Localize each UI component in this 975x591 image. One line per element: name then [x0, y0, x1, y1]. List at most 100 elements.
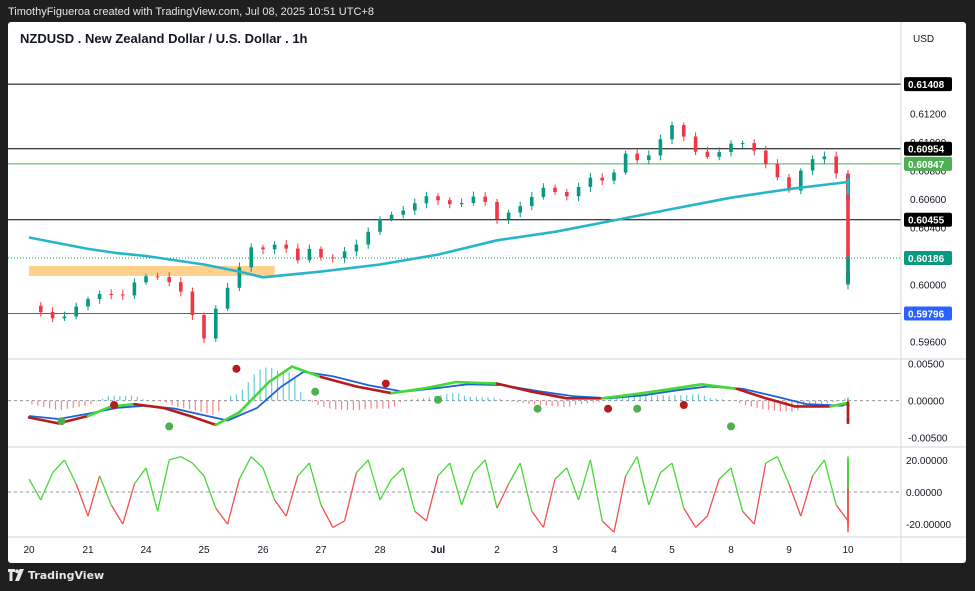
oscillator-wave-segment	[133, 402, 165, 410]
candle-body	[459, 203, 464, 205]
lower-oscillator-segment	[52, 459, 65, 474]
oscillator-wave-segment	[191, 415, 218, 427]
chart-panel[interactable]: 0.612000.610000.608000.606000.604000.602…	[8, 22, 966, 563]
candle-body	[366, 231, 370, 245]
moving-average-line	[28, 177, 850, 279]
attribution-bar: TimothyFigueroa created with TradingView…	[0, 0, 975, 22]
price-tick-label: 0.60000	[910, 280, 947, 291]
lower-oscillator-segment	[98, 475, 112, 506]
lower-oscillator-segment	[414, 510, 427, 522]
lower-oscillator-segment	[391, 467, 404, 480]
support-zone-layer	[29, 265, 275, 276]
candle-body	[682, 125, 686, 137]
lower-oscillator-segment	[812, 459, 825, 477]
lower-oscillator-segment	[379, 478, 393, 501]
price-tick-label: 0.59600	[910, 337, 947, 348]
tradingview-logo-icon	[8, 569, 24, 581]
lower-oscillator-segment	[659, 462, 673, 474]
candle-body	[752, 143, 756, 151]
lower-oscillator-segment	[262, 467, 276, 501]
candle-body	[506, 212, 511, 219]
lower-oscillator-tick-label: 20.00000	[906, 456, 948, 467]
candle-body	[705, 151, 710, 157]
chart-canvas[interactable]: 0.612000.610000.608000.606000.604000.602…	[8, 22, 966, 563]
lower-oscillator-segment	[566, 467, 580, 501]
oscillator-cross-dot	[727, 422, 735, 431]
lower-oscillator-segment	[718, 467, 732, 480]
oscillator-wave-segment	[454, 380, 499, 385]
level-label-badge	[904, 77, 952, 92]
lower-oscillator-layer	[8, 455, 901, 533]
oscillator-wave-segment	[425, 380, 458, 390]
oscillator-wave-segment	[390, 386, 428, 395]
lower-oscillator-segment	[145, 467, 159, 512]
oscillator-wave-segment	[495, 382, 534, 394]
candle-body	[237, 267, 242, 288]
candle-body	[471, 196, 476, 203]
oscillator-wave-segment	[214, 410, 241, 427]
lower-oscillator-segment	[823, 459, 837, 506]
candle-body	[424, 196, 429, 204]
candle-body	[401, 210, 405, 215]
oscillator-cross-dot	[165, 422, 174, 431]
candle-body	[623, 153, 628, 173]
lower-oscillator-segment	[648, 472, 662, 506]
lower-oscillator-segment	[180, 456, 193, 464]
level-label-text: 0.59796	[908, 310, 945, 321]
level-label-badge	[904, 212, 952, 227]
oscillator-cross-dot	[57, 417, 66, 426]
candle-body	[331, 257, 335, 259]
oscillator-wave-segment	[600, 393, 633, 400]
candle-body	[495, 201, 499, 219]
horizontal-levels-layer	[8, 83, 901, 314]
lower-oscillator-segment	[28, 478, 42, 501]
lower-oscillator-segment	[110, 504, 124, 525]
time-tick-label: 27	[315, 545, 327, 556]
lower-oscillator-segment	[835, 504, 849, 522]
lower-oscillator-segment	[40, 472, 54, 501]
lower-oscillator-segment	[203, 475, 217, 509]
candle-body	[729, 143, 733, 153]
oscillator-wave-segment	[700, 382, 739, 391]
time-tick-label: 21	[82, 545, 94, 556]
lower-oscillator-segment	[742, 510, 755, 525]
branding-bar: TradingView	[0, 563, 975, 591]
oscillator-cross-dot	[434, 395, 442, 404]
oscillator-cross-dot	[604, 404, 613, 413]
candle-body	[787, 177, 791, 191]
candle-body	[97, 294, 102, 299]
candle-body	[635, 153, 639, 161]
lower-oscillator-segment	[437, 462, 451, 477]
time-tick-label: 2	[494, 545, 500, 556]
chart-title: NZDUSD . New Zealand Dollar / U.S. Dolla…	[20, 31, 308, 46]
oscillator-cross-dot	[533, 404, 542, 413]
lower-oscillator-segment	[449, 462, 463, 506]
lower-oscillator-segment	[508, 462, 521, 485]
time-tick-label: Jul	[431, 545, 446, 556]
lower-oscillator-segment	[765, 456, 778, 464]
candle-body	[764, 150, 768, 164]
lower-oscillator-segment	[215, 507, 229, 525]
time-tick-label: 3	[552, 545, 558, 556]
oscillator-wave-segment	[530, 390, 569, 400]
candle-body	[576, 187, 581, 197]
lower-oscillator-segment	[601, 520, 615, 533]
candles-layer	[39, 121, 850, 343]
candle-body	[846, 247, 850, 261]
candle-body	[612, 172, 616, 181]
time-tick-label: 10	[842, 545, 854, 556]
price-currency: USD	[913, 34, 934, 45]
candle-body	[846, 258, 850, 271]
candle-body	[541, 187, 546, 197]
candle-body	[553, 187, 557, 192]
candle-body	[342, 251, 347, 259]
oscillator-cross-dot	[633, 404, 642, 413]
lower-oscillator-segment	[589, 459, 603, 522]
lower-oscillator-segment	[788, 483, 802, 517]
tradingview-wordmark: TradingView	[28, 569, 105, 582]
candle-body	[74, 306, 78, 317]
time-tick-label: 26	[257, 545, 269, 556]
candle-body	[436, 196, 440, 201]
time-tick-label: 25	[198, 545, 210, 556]
lower-oscillator-segment	[133, 467, 147, 485]
